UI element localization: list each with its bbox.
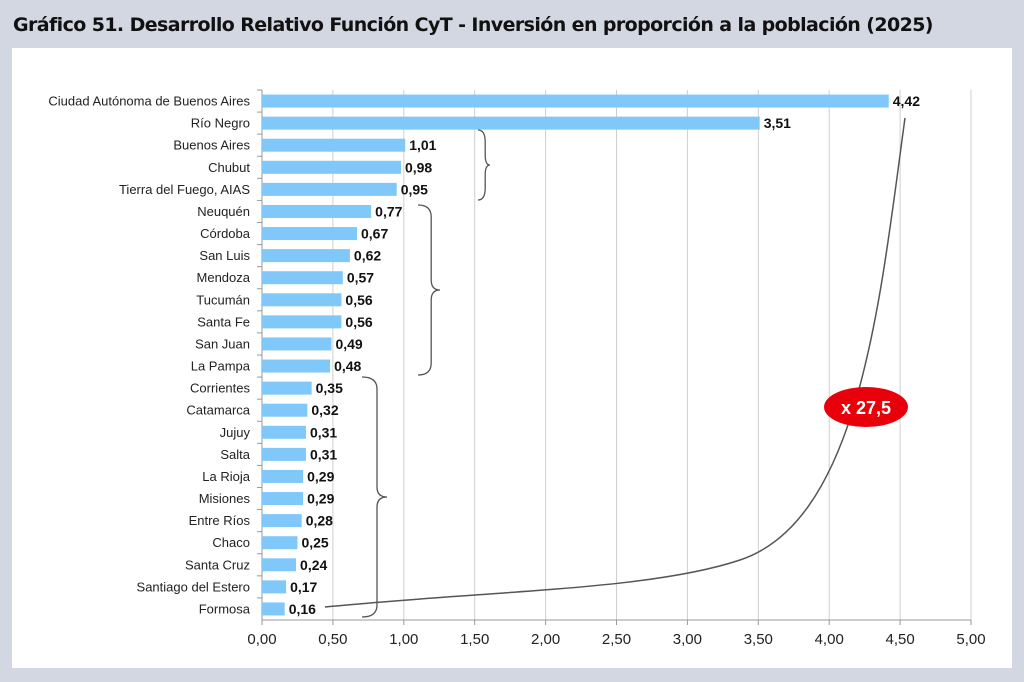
- bar: [262, 337, 332, 351]
- category-label: San Luis: [199, 248, 250, 263]
- x-tick-label: 3,00: [673, 631, 702, 648]
- x-tick-label: 2,00: [531, 631, 560, 648]
- value-label: 0,56: [345, 314, 372, 330]
- category-label: Formosa: [199, 601, 251, 616]
- bar: [262, 602, 285, 616]
- value-label: 0,49: [335, 336, 362, 352]
- bar: [262, 116, 760, 130]
- category-label: Río Negro: [191, 116, 250, 131]
- value-label: 0,24: [300, 557, 327, 573]
- bar: [262, 227, 358, 241]
- value-label: 0,48: [334, 358, 361, 374]
- category-label: Buenos Aires: [173, 138, 250, 153]
- x-tick-label: 1,00: [389, 631, 418, 648]
- x-tick-label: 3,50: [744, 631, 773, 648]
- value-label: 0,31: [310, 446, 337, 462]
- category-label: La Pampa: [191, 359, 251, 374]
- group-brace: [477, 129, 491, 201]
- group-brace: [361, 376, 388, 618]
- value-label: 0,67: [361, 226, 388, 242]
- value-label: 0,95: [401, 181, 428, 197]
- category-label: Ciudad Autónoma de Buenos Aires: [48, 94, 250, 109]
- x-tick-label: 2,50: [602, 631, 631, 648]
- bar: [262, 469, 304, 483]
- bar: [262, 271, 343, 285]
- x-tick-label: 4,00: [815, 631, 844, 648]
- category-label: Santa Fe: [197, 314, 250, 329]
- category-label: Salta: [220, 447, 250, 462]
- category-label: Misiones: [199, 491, 251, 506]
- category-label: San Juan: [195, 336, 250, 351]
- bar: [262, 204, 372, 218]
- bar: [262, 381, 312, 395]
- value-label: 0,31: [310, 424, 337, 440]
- category-label: Entre Ríos: [189, 513, 251, 528]
- category-label: La Rioja: [202, 469, 250, 484]
- category-label: Jujuy: [220, 425, 251, 440]
- value-label: 0,29: [307, 468, 334, 484]
- category-label: Chubut: [208, 160, 250, 175]
- bar: [262, 492, 304, 506]
- value-label: 0,56: [345, 292, 372, 308]
- growth-curve: [324, 117, 906, 608]
- chart-title: Gráfico 51. Desarrollo Relativo Función …: [13, 14, 934, 36]
- bar: [262, 514, 302, 528]
- category-label: Mendoza: [197, 270, 251, 285]
- category-label: Chaco: [212, 535, 250, 550]
- bar: [262, 425, 306, 439]
- ratio-badge: [824, 387, 908, 427]
- bar: [262, 359, 331, 373]
- bar: [262, 447, 306, 461]
- value-label: 0,32: [311, 402, 338, 418]
- value-label: 0,16: [289, 601, 316, 617]
- value-label: 0,98: [405, 159, 432, 175]
- value-label: 0,62: [354, 248, 381, 264]
- value-label: 0,25: [301, 535, 328, 551]
- bar: [262, 558, 297, 572]
- value-label: 0,77: [375, 203, 402, 219]
- x-tick-label: 0,50: [318, 631, 347, 648]
- value-label: 1,01: [409, 137, 436, 153]
- category-label: Corrientes: [190, 381, 250, 396]
- bar: [262, 182, 397, 196]
- bar: [262, 160, 401, 174]
- value-label: 0,35: [316, 380, 343, 396]
- bar: [262, 249, 350, 263]
- bar: [262, 138, 406, 152]
- category-label: Catamarca: [186, 403, 250, 418]
- x-tick-label: 4,50: [885, 631, 914, 648]
- category-label: Córdoba: [200, 226, 251, 241]
- group-brace: [417, 204, 441, 376]
- x-tick-label: 0,00: [247, 631, 276, 648]
- bar: [262, 315, 342, 329]
- value-label: 4,42: [893, 93, 920, 109]
- bar: [262, 94, 889, 108]
- chart-panel: [12, 48, 1012, 668]
- bar: [262, 293, 342, 307]
- value-label: 0,57: [347, 270, 374, 286]
- x-tick-label: 5,00: [956, 631, 985, 648]
- category-label: Neuquén: [197, 204, 250, 219]
- category-label: Santa Cruz: [185, 557, 250, 572]
- category-label: Tierra del Fuego, AIAS: [119, 182, 250, 197]
- ratio-label: x 27,5: [841, 398, 891, 418]
- category-label: Santiago del Estero: [137, 579, 250, 594]
- value-label: 0,29: [307, 491, 334, 507]
- category-label: Tucumán: [196, 292, 250, 307]
- x-tick-label: 1,50: [460, 631, 489, 648]
- bar: [262, 403, 308, 417]
- bar: [262, 580, 287, 594]
- bar: [262, 536, 298, 550]
- value-label: 3,51: [764, 115, 791, 131]
- value-label: 0,17: [290, 579, 317, 595]
- value-label: 0,28: [306, 513, 333, 529]
